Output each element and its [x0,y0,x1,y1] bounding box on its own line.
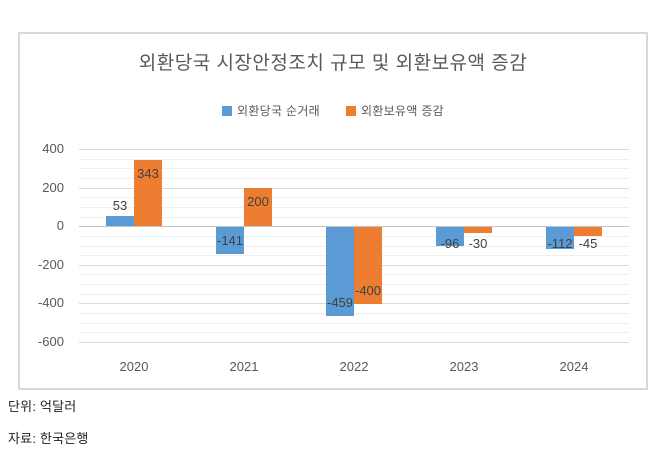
x-axis-tick-label: 2023 [449,359,479,374]
y-axis-tick-label: 200 [42,179,64,195]
gridline-major [79,149,629,150]
bar-data-label: 53 [112,198,128,213]
bar [216,227,244,255]
bar-data-label: -96 [440,236,460,252]
gridline-minor [79,158,629,160]
bar [574,227,602,236]
chart-container: 외환당국 시장안정조치 규모 및 외환보유액 증감 외환당국 순거래 외환보유액 … [18,32,648,390]
chart-legend: 외환당국 순거래 외환보유액 증감 [20,102,646,119]
y-axis-tick-label: 0 [56,218,64,234]
bar-data-label: -141 [216,233,244,249]
legend-label: 외환당국 순거래 [236,104,320,118]
gridline-minor [79,197,629,199]
x-axis-tick-label: 2024 [559,359,589,374]
bar [354,227,382,305]
gridline-major [79,342,629,343]
bar-data-label: -45 [578,236,598,252]
gridline-minor [79,206,629,208]
bar-data-label: 200 [247,193,269,209]
gridline-major [79,187,629,189]
zero-line [79,226,629,228]
source-note: 자료: 한국은행 [8,431,89,446]
legend-swatch-icon [221,105,232,116]
bar [134,160,162,227]
x-axis-tick-label: 2022 [339,359,369,374]
legend-swatch-icon [346,105,356,116]
x-axis-tick-label: 2020 [119,359,149,374]
bar [546,227,574,249]
gridline-minor [79,177,629,179]
bar-data-label: -459 [326,294,354,310]
bar-data-label: -400 [354,283,382,299]
gridline-minor [79,313,629,315]
gridline-minor [79,322,629,324]
y-axis-tick-label: -600 [37,334,64,349]
legend-item: 외환당국 순거래 [221,102,320,119]
x-axis-tick-label: 2021 [229,359,259,374]
gridline-minor [79,332,629,334]
unit-note: 단위: 억달러 [8,399,77,414]
bar [436,227,464,246]
bar [244,187,272,227]
bar [326,227,354,316]
bar [464,227,492,233]
y-axis-tick-label: -200 [37,256,64,272]
chart-title: 외환당국 시장안정조치 규모 및 외환보유액 증감 [138,53,528,74]
y-axis-tick-label: -400 [37,295,64,311]
bar-data-label: -112 [547,236,573,252]
plot-area: 400 200 0 -200 -400 -600 2020 53 343 2021 -141 200 2… [20,34,646,388]
bar-data-label: -30 [468,236,488,252]
bar-data-label: 343 [137,166,159,181]
legend-label: 외환보유액 증감 [361,104,445,118]
y-axis-tick-label: 400 [42,141,64,156]
gridline-minor [79,168,629,170]
gridline-minor [79,216,629,218]
bar [106,216,134,227]
legend-item: 외환보유액 증감 [346,102,444,119]
